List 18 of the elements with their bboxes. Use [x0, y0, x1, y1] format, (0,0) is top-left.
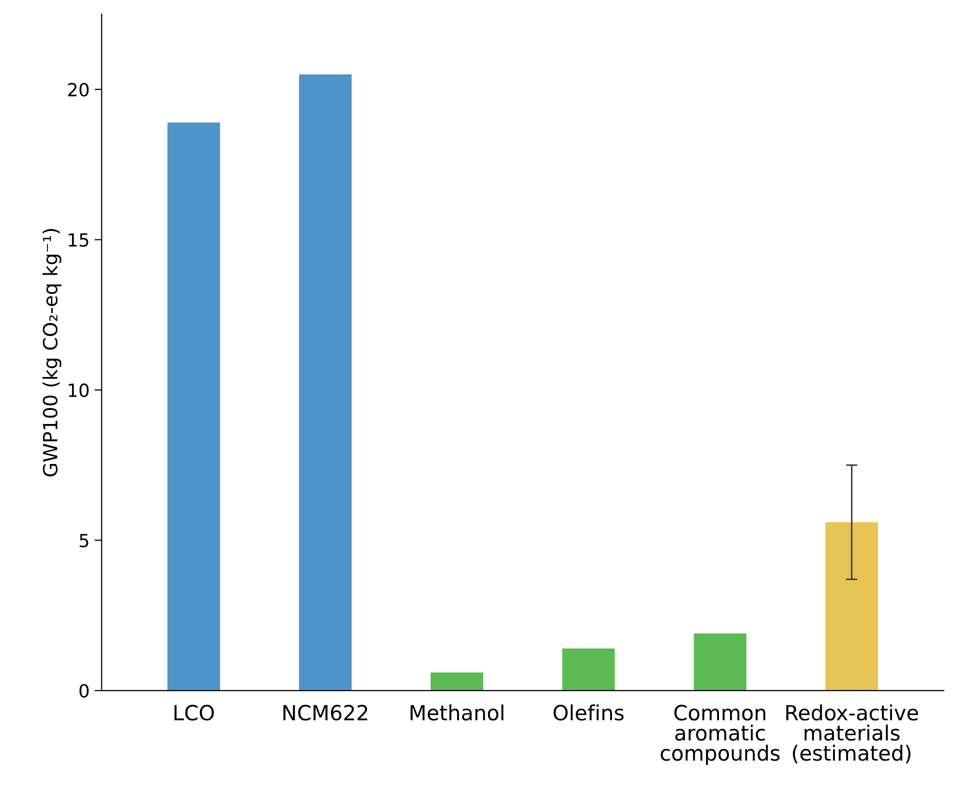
y-tick-label: 10	[68, 383, 89, 398]
x-tick-label: LCO	[174, 704, 214, 721]
x-tick-label: NCM622	[283, 704, 368, 721]
bar	[299, 74, 352, 691]
y-tick-label: 20	[68, 82, 89, 96]
bar	[167, 122, 220, 691]
y-tick-label: 5	[80, 534, 88, 548]
x-tick-label: Methanol	[410, 704, 504, 721]
y-tick-label: 15	[68, 233, 88, 247]
bar	[825, 522, 878, 691]
bar	[694, 633, 746, 691]
bar	[562, 648, 615, 691]
y-axis-title: GWP100 (kg CO₂-eq kg⁻¹)	[42, 229, 62, 476]
x-tick-label: Olefins	[554, 704, 624, 721]
x-tick-label: Common aromatic compounds	[660, 704, 780, 765]
bar	[430, 672, 484, 691]
x-tick-label: Redox-active materials (estimated)	[786, 704, 918, 764]
y-tick-label: 0	[80, 684, 89, 698]
